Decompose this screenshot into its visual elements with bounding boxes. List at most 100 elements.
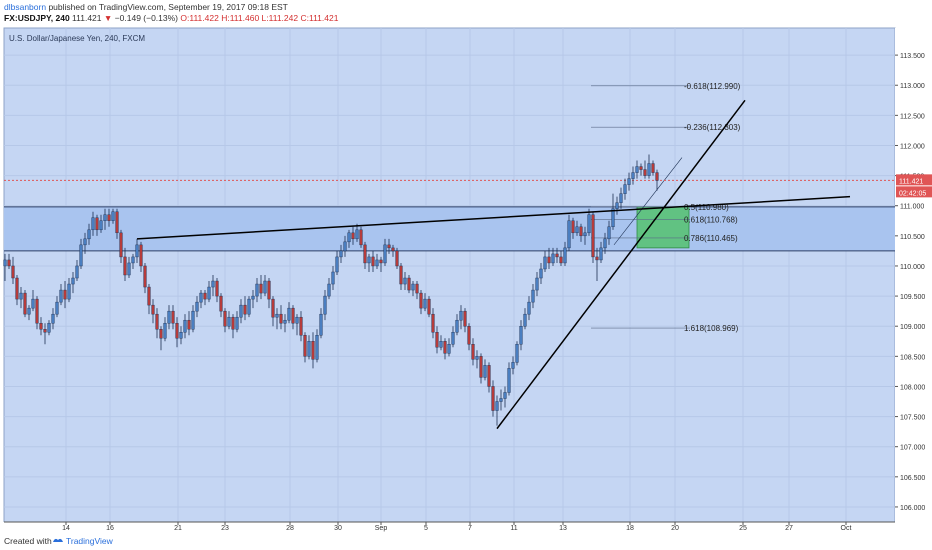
candle[interactable]: [311, 332, 315, 369]
candle[interactable]: [211, 275, 215, 297]
candle[interactable]: [527, 296, 531, 321]
candle[interactable]: [403, 271, 407, 291]
candle[interactable]: [555, 247, 559, 263]
candle[interactable]: [3, 253, 7, 282]
candle[interactable]: [27, 305, 31, 321]
candle[interactable]: [275, 308, 279, 330]
candle[interactable]: [147, 284, 151, 315]
candle[interactable]: [279, 305, 283, 330]
candle[interactable]: [547, 247, 551, 269]
candle[interactable]: [219, 293, 223, 318]
candle[interactable]: [615, 196, 619, 215]
candle[interactable]: [531, 284, 535, 309]
candle[interactable]: [227, 311, 231, 330]
candle[interactable]: [7, 253, 11, 269]
candle[interactable]: [635, 160, 639, 179]
candle[interactable]: [351, 226, 355, 245]
candle[interactable]: [647, 154, 651, 179]
candle[interactable]: [111, 208, 115, 224]
candle[interactable]: [79, 238, 83, 269]
candle[interactable]: [343, 235, 347, 257]
candle[interactable]: [71, 271, 75, 294]
candle[interactable]: [263, 275, 267, 297]
candle[interactable]: [579, 223, 583, 242]
candle[interactable]: [431, 308, 435, 339]
candle[interactable]: [119, 229, 123, 263]
candle[interactable]: [303, 332, 307, 363]
candle[interactable]: [363, 241, 367, 269]
candle[interactable]: [315, 329, 319, 363]
candle[interactable]: [267, 278, 271, 309]
candle[interactable]: [623, 178, 627, 200]
candle[interactable]: [307, 335, 311, 360]
tradingview-brand-link[interactable]: TradingView: [66, 536, 113, 546]
candle[interactable]: [287, 302, 291, 324]
plot-area[interactable]: -0.618(112.990) -0.236(112.303) 0.5(110.98…: [3, 27, 896, 523]
candle[interactable]: [439, 335, 443, 351]
candle[interactable]: [171, 305, 175, 330]
candle[interactable]: [255, 278, 259, 303]
candle[interactable]: [587, 208, 591, 236]
candle[interactable]: [459, 305, 463, 330]
candle[interactable]: [611, 193, 615, 230]
candle[interactable]: [395, 247, 399, 269]
candle[interactable]: [415, 281, 419, 300]
candle[interactable]: [187, 311, 191, 336]
candle[interactable]: [523, 308, 527, 330]
candle[interactable]: [627, 172, 631, 191]
candle[interactable]: [583, 226, 587, 245]
candle[interactable]: [383, 238, 387, 266]
author-link[interactable]: dlbsanborn: [4, 2, 47, 12]
candle[interactable]: [603, 232, 607, 254]
candle[interactable]: [651, 160, 655, 176]
candle[interactable]: [331, 265, 335, 291]
candle[interactable]: [19, 287, 23, 309]
candle[interactable]: [67, 278, 71, 303]
candle[interactable]: [103, 208, 107, 230]
candle[interactable]: [87, 223, 91, 245]
candle[interactable]: [595, 247, 599, 282]
candle[interactable]: [367, 253, 371, 272]
candle[interactable]: [167, 305, 171, 330]
candle[interactable]: [379, 256, 383, 272]
candle[interactable]: [411, 281, 415, 297]
candle[interactable]: [155, 308, 159, 339]
candle[interactable]: [95, 214, 99, 236]
candle[interactable]: [243, 296, 247, 321]
candle[interactable]: [335, 250, 339, 275]
candle[interactable]: [31, 290, 35, 312]
candle[interactable]: [455, 314, 459, 336]
candle[interactable]: [507, 362, 511, 396]
candle[interactable]: [51, 308, 55, 330]
trendline[interactable]: [496, 99, 746, 430]
candle[interactable]: [191, 305, 195, 333]
candle[interactable]: [359, 226, 363, 248]
candle[interactable]: [355, 223, 359, 242]
candle[interactable]: [551, 247, 555, 266]
candle[interactable]: [175, 317, 179, 348]
candle[interactable]: [223, 308, 227, 333]
tradingview-logo-icon[interactable]: [52, 536, 64, 545]
candle[interactable]: [543, 250, 547, 272]
candle[interactable]: [391, 244, 395, 257]
candle[interactable]: [319, 308, 323, 339]
candle[interactable]: [511, 356, 515, 375]
candle[interactable]: [607, 220, 611, 245]
price-chart[interactable]: -0.618(112.990) -0.236(112.303) 0.5(110.98…: [0, 24, 932, 532]
candle[interactable]: [239, 299, 243, 324]
candle[interactable]: [487, 362, 491, 393]
candle[interactable]: [447, 338, 451, 357]
candle[interactable]: [231, 314, 235, 339]
candle[interactable]: [639, 163, 643, 176]
candle[interactable]: [643, 160, 647, 179]
candle[interactable]: [467, 323, 471, 351]
candle[interactable]: [327, 278, 331, 300]
candle[interactable]: [347, 229, 351, 248]
candle[interactable]: [107, 208, 111, 227]
candle[interactable]: [127, 256, 131, 279]
candle[interactable]: [495, 395, 499, 426]
candle[interactable]: [375, 253, 379, 269]
candle[interactable]: [15, 275, 19, 306]
candle[interactable]: [43, 323, 47, 345]
candle[interactable]: [179, 326, 183, 345]
